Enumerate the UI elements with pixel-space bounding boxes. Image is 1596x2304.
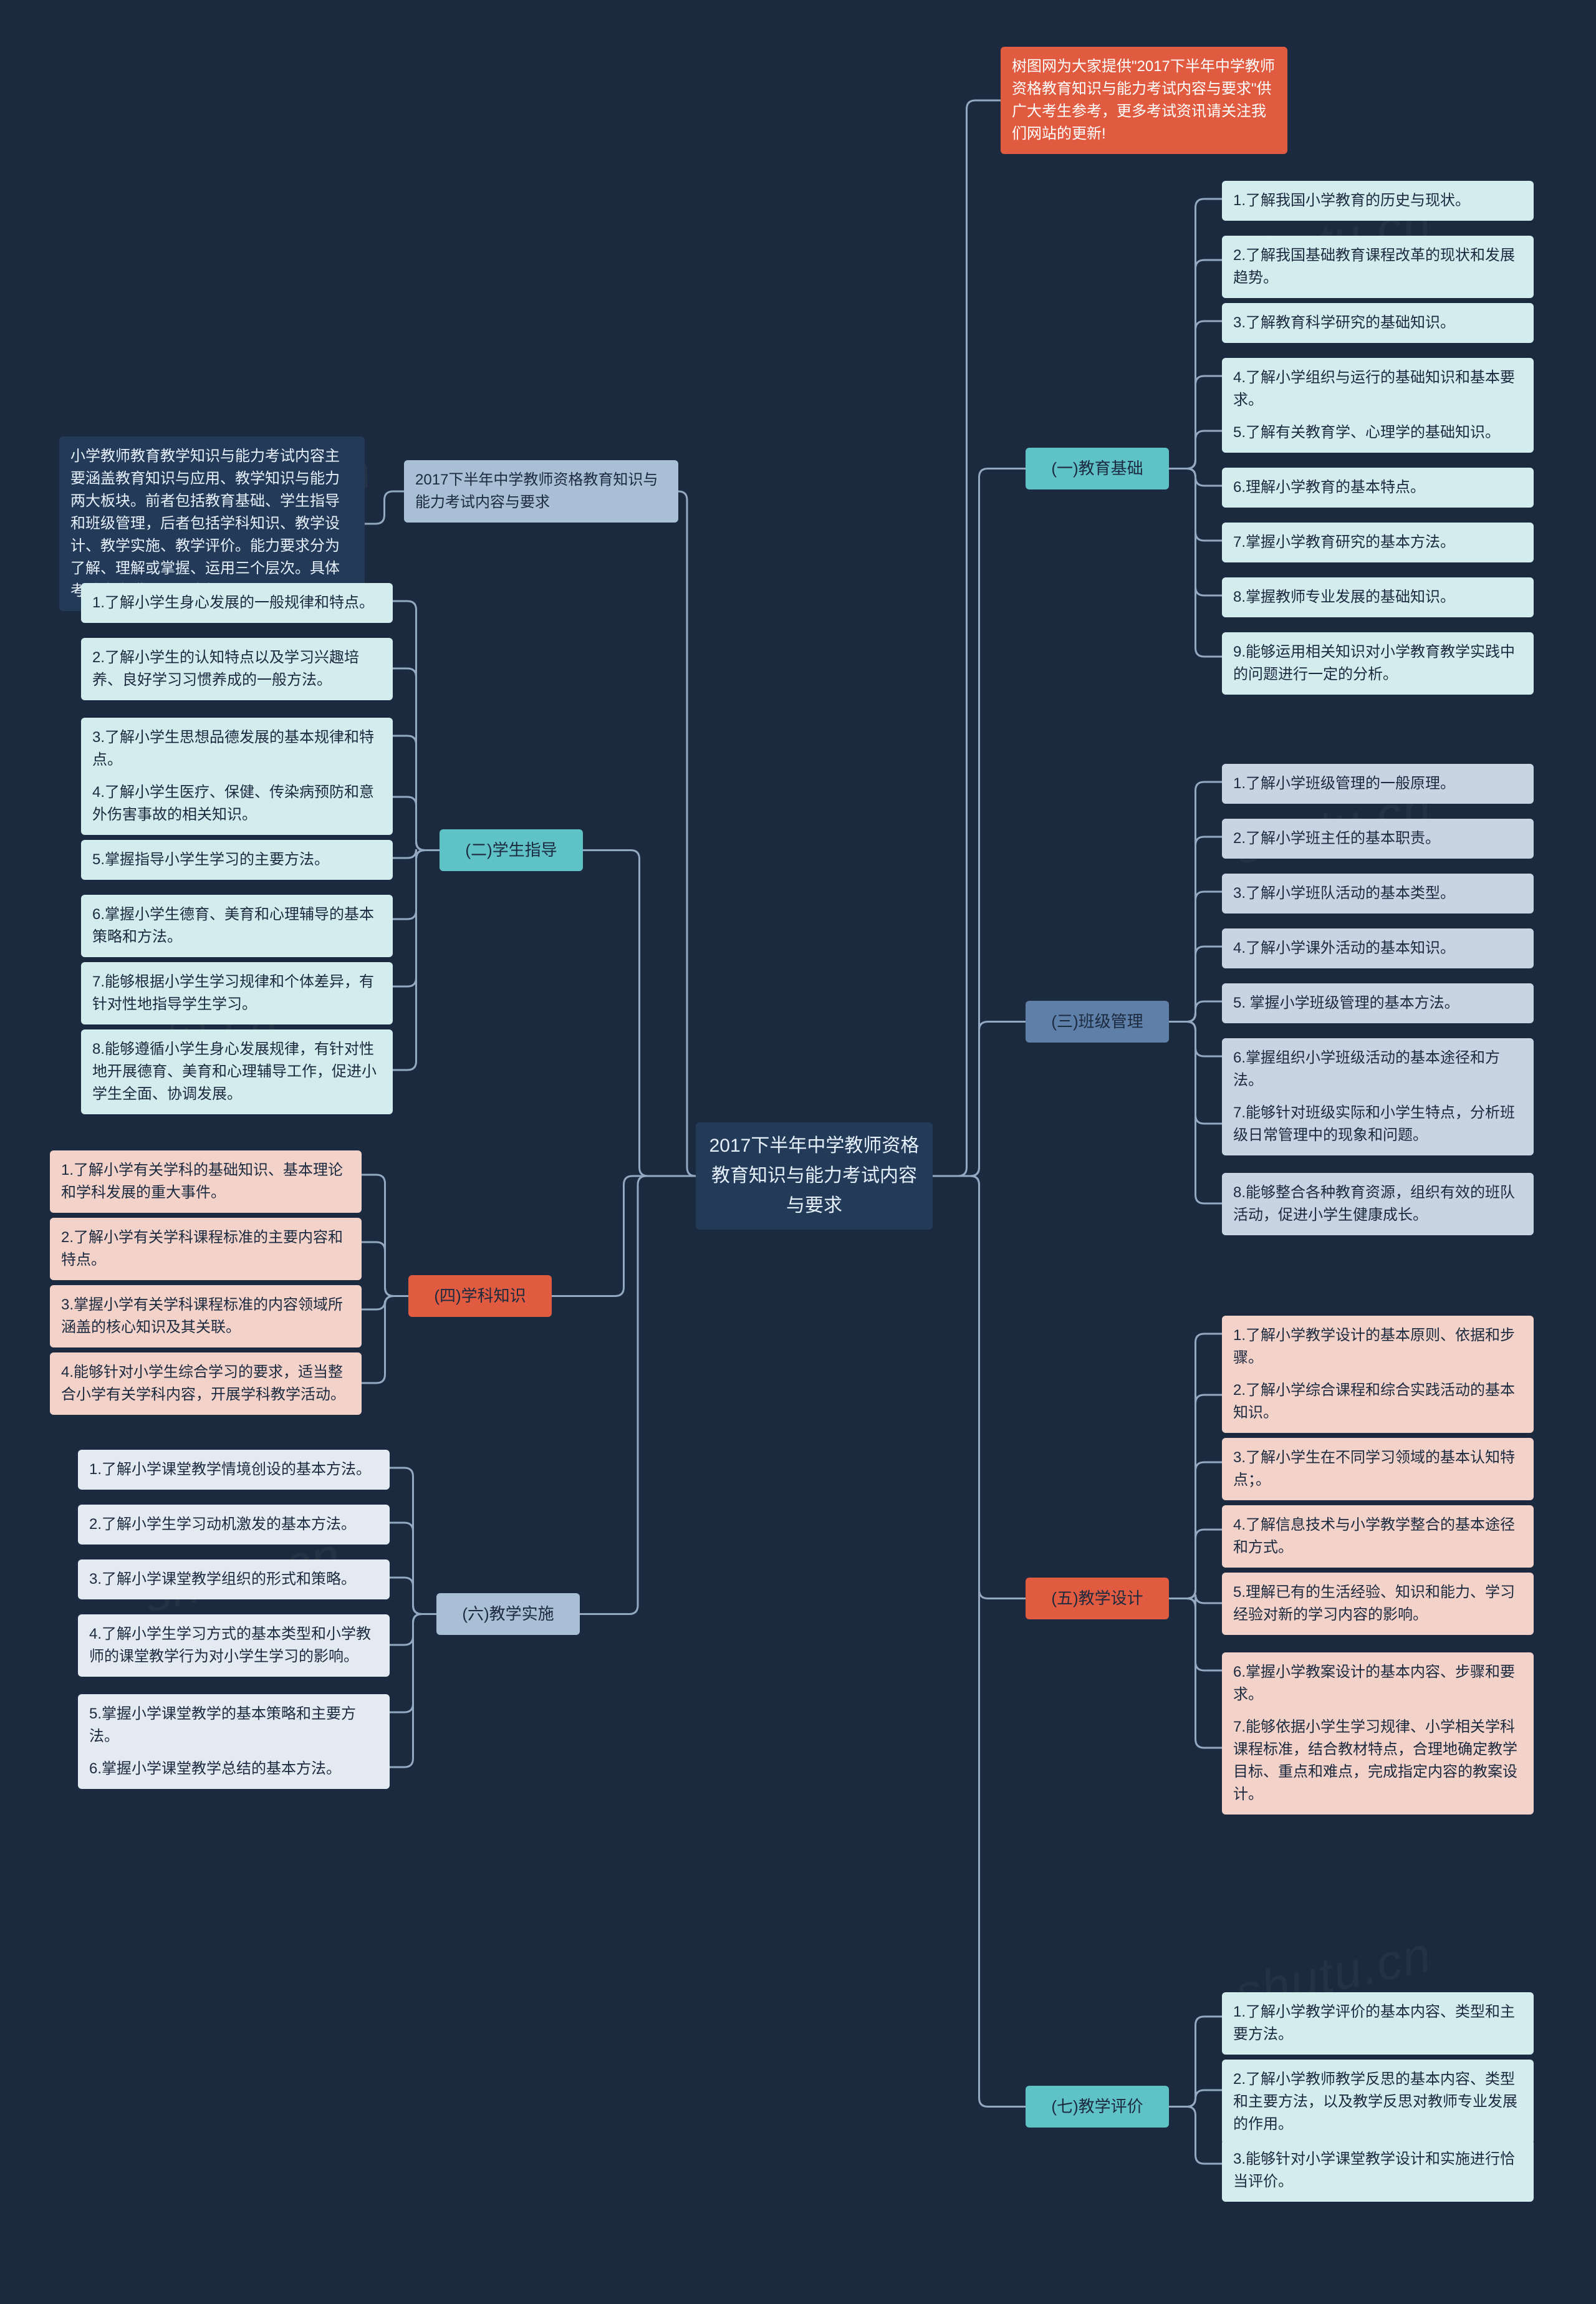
leaf-c7-1: 1.了解小学教学评价的基本内容、类型和主要方法。 [1222, 1992, 1534, 2055]
leaf-c3-8: 8.能够整合各种教育资源，组织有效的班队活动，促进小学生健康成长。 [1222, 1173, 1534, 1235]
leaf-c1-8: 8.掌握教师专业发展的基础知识。 [1222, 577, 1534, 617]
leaf-c3-2: 2.了解小学班主任的基本职责。 [1222, 819, 1534, 859]
leaf-c7-2: 2.了解小学教师教学反思的基本内容、类型和主要方法，以及教学反思对教师专业发展的… [1222, 2060, 1534, 2144]
leaf-c3-6: 6.掌握组织小学班级活动的基本途径和方法。 [1222, 1038, 1534, 1101]
intro-block: 树图网为大家提供"2017下半年中学教师资格教育知识与能力考试内容与要求"供广大… [1001, 47, 1287, 154]
category-c2: (二)学生指导 [440, 829, 583, 871]
category-c5: (五)教学设计 [1026, 1578, 1169, 1619]
category-c1: (一)教育基础 [1026, 448, 1169, 489]
leaf-c1-5: 5.了解有关教育学、心理学的基础知识。 [1222, 413, 1534, 453]
root-node: 2017下半年中学教师资格教育知识与能力考试内容与要求 [696, 1122, 933, 1230]
leaf-c3-3: 3.了解小学班队活动的基本类型。 [1222, 874, 1534, 913]
leaf-c1-4: 4.了解小学组织与运行的基础知识和基本要求。 [1222, 358, 1534, 420]
left-title: 2017下半年中学教师资格教育知识与能力考试内容与要求 [404, 460, 678, 523]
leaf-c4-3: 3.掌握小学有关学科课程标准的内容领域所涵盖的核心知识及其关联。 [50, 1285, 362, 1347]
leaf-c5-4: 4.了解信息技术与小学教学整合的基本途径和方式。 [1222, 1505, 1534, 1568]
leaf-c5-5: 5.理解已有的生活经验、知识和能力、学习经验对新的学习内容的影响。 [1222, 1573, 1534, 1635]
leaf-c3-1: 1.了解小学班级管理的一般原理。 [1222, 764, 1534, 804]
leaf-c3-7: 7.能够针对班级实际和小学生特点，分析班级日常管理中的现象和问题。 [1222, 1093, 1534, 1155]
leaf-c4-4: 4.能够针对小学生综合学习的要求，适当整合小学有关学科内容，开展学科教学活动。 [50, 1352, 362, 1415]
leaf-c5-2: 2.了解小学综合课程和综合实践活动的基本知识。 [1222, 1371, 1534, 1433]
leaf-c4-1: 1.了解小学有关学科的基础知识、基本理论和学科发展的重大事件。 [50, 1150, 362, 1213]
leaf-c1-9: 9.能够运用相关知识对小学教育教学实践中的问题进行一定的分析。 [1222, 632, 1534, 695]
leaf-c2-1: 1.了解小学生身心发展的一般规律和特点。 [81, 583, 393, 623]
leaf-c6-1: 1.了解小学课堂教学情境创设的基本方法。 [78, 1450, 390, 1490]
leaf-c3-5: 5. 掌握小学班级管理的基本方法。 [1222, 983, 1534, 1023]
leaf-c2-7: 7.能够根据小学生学习规律和个体差异，有针对性地指导学生学习。 [81, 962, 393, 1024]
leaf-c1-2: 2.了解我国基础教育课程改革的现状和发展趋势。 [1222, 236, 1534, 298]
leaf-c1-7: 7.掌握小学教育研究的基本方法。 [1222, 523, 1534, 562]
leaf-c7-3: 3.能够针对小学课堂教学设计和实施进行恰当评价。 [1222, 2139, 1534, 2202]
leaf-c6-5: 5.掌握小学课堂教学的基本策略和主要方法。 [78, 1694, 390, 1757]
category-c7: (七)教学评价 [1026, 2086, 1169, 2128]
leaf-c6-3: 3.了解小学课堂教学组织的形式和策略。 [78, 1559, 390, 1599]
leaf-c5-6: 6.掌握小学教案设计的基本内容、步骤和要求。 [1222, 1652, 1534, 1715]
category-c4: (四)学科知识 [408, 1275, 552, 1317]
leaf-c2-4: 4.了解小学生医疗、保健、传染病预防和意外伤害事故的相关知识。 [81, 773, 393, 835]
leaf-c1-1: 1.了解我国小学教育的历史与现状。 [1222, 181, 1534, 221]
leaf-c6-4: 4.了解小学生学习方式的基本类型和小学教师的课堂教学行为对小学生学习的影响。 [78, 1614, 390, 1677]
leaf-c3-4: 4.了解小学课外活动的基本知识。 [1222, 928, 1534, 968]
leaf-c2-8: 8.能够遵循小学生身心发展规律，有针对性地开展德育、美育和心理辅导工作，促进小学… [81, 1029, 393, 1114]
category-c6: (六)教学实施 [436, 1593, 580, 1635]
category-c3: (三)班级管理 [1026, 1001, 1169, 1043]
leaf-c1-3: 3.了解教育科学研究的基础知识。 [1222, 303, 1534, 343]
leaf-c5-1: 1.了解小学教学设计的基本原则、依据和步骤。 [1222, 1316, 1534, 1378]
leaf-c2-2: 2.了解小学生的认知特点以及学习兴趣培养、良好学习习惯养成的一般方法。 [81, 638, 393, 700]
leaf-c2-5: 5.掌握指导小学生学习的主要方法。 [81, 840, 393, 880]
leaf-c4-2: 2.了解小学有关学科课程标准的主要内容和特点。 [50, 1218, 362, 1280]
leaf-c6-2: 2.了解小学生学习动机激发的基本方法。 [78, 1505, 390, 1545]
leaf-c6-6: 6.掌握小学课堂教学总结的基本方法。 [78, 1749, 390, 1789]
leaf-c2-3: 3.了解小学生思想品德发展的基本规律和特点。 [81, 718, 393, 780]
leaf-c5-3: 3.了解小学生在不同学习领域的基本认知特点；。 [1222, 1438, 1534, 1500]
leaf-c2-6: 6.掌握小学生德育、美育和心理辅导的基本策略和方法。 [81, 895, 393, 957]
leaf-c1-6: 6.理解小学教育的基本特点。 [1222, 468, 1534, 508]
leaf-c5-7: 7.能够依据小学生学习规律、小学相关学科课程标准，结合教材特点，合理地确定教学目… [1222, 1707, 1534, 1815]
